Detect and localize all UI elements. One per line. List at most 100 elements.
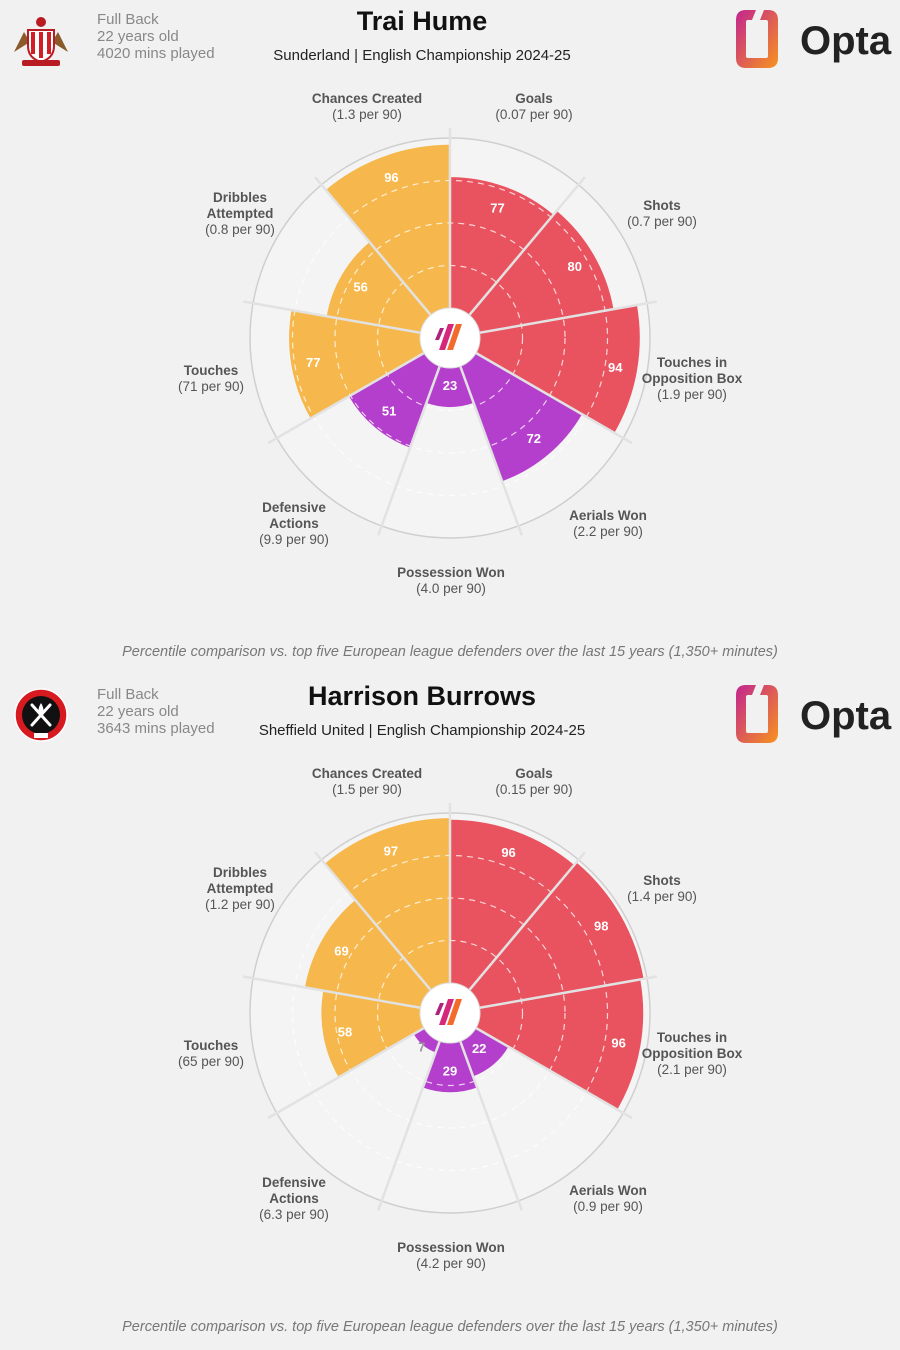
radar-bar xyxy=(475,305,640,433)
radar-spoke xyxy=(475,351,633,445)
radar-spoke xyxy=(468,851,586,991)
radar-spoke xyxy=(479,975,658,1010)
radar-bar xyxy=(450,177,554,316)
radar-category-per90: (65 per 90) xyxy=(177,1054,245,1069)
radar-spoke xyxy=(242,300,421,335)
radar-spoke xyxy=(468,176,586,316)
radar-category-per90: (71 per 90) xyxy=(177,379,245,394)
player-minutes: 3643 mins played xyxy=(97,720,215,737)
radar-value-label: 98 xyxy=(594,919,608,934)
radar-category-per90: (6.3 per 90) xyxy=(259,1207,329,1222)
radar-bar xyxy=(422,1041,478,1093)
player-meta: Full Back 22 years old 4020 mins played xyxy=(97,11,215,62)
radar-value-label: 23 xyxy=(443,378,457,393)
opta-logo: Opta xyxy=(736,10,892,68)
radar-bar xyxy=(426,366,474,408)
radar-category-per90: (4.2 per 90) xyxy=(416,1256,486,1271)
radar-spoke xyxy=(459,1040,523,1211)
radar-category-per90: (0.07 per 90) xyxy=(495,107,573,122)
radar-value-label: 58 xyxy=(338,1025,352,1040)
player-age: 22 years old xyxy=(97,28,179,45)
radar-spoke xyxy=(267,1026,425,1120)
radar-bar xyxy=(304,900,431,1008)
player-panel-hume: 77 80 94 72 23 51 77 56 96 Full Back 22 years ol… xyxy=(14,6,892,660)
radar-bar xyxy=(475,979,644,1110)
opta-logo: Opta xyxy=(736,685,892,743)
sunderland-crest-icon xyxy=(14,17,68,66)
radar-category-label: Shots (0.7 per 90) xyxy=(627,198,697,229)
radar-category-per90: (9.9 per 90) xyxy=(259,532,329,547)
player-meta: Full Back 22 years old 3643 mins played xyxy=(97,686,215,737)
radar-category-label: Goals (0.15 per 90) xyxy=(495,766,573,797)
radar-spoke xyxy=(377,365,441,536)
radar-spoke xyxy=(314,851,432,991)
radar-bar xyxy=(469,862,644,1008)
radar-category-label: Aerials Won (0.9 per 90) xyxy=(569,1183,647,1214)
footnote: Percentile comparison vs. top five Europ… xyxy=(122,644,778,660)
radar-value-label: 97 xyxy=(384,844,398,859)
radar-value-label: 96 xyxy=(501,845,515,860)
radar-value-label: 94 xyxy=(608,360,623,375)
player-subtitle: Sheffield United | English Championship … xyxy=(258,722,586,739)
radar-category-label: Goals (0.07 per 90) xyxy=(495,91,573,122)
radar-category-label: Touches in Opposition Box (2.1 per 90) xyxy=(641,1030,743,1077)
radar-category-per90: (1.2 per 90) xyxy=(205,897,275,912)
player-position: Full Back xyxy=(97,686,159,703)
player-minutes: 4020 mins played xyxy=(97,45,215,62)
radar-bar xyxy=(321,990,425,1078)
radar-center xyxy=(419,982,481,1044)
radar-value-label: 96 xyxy=(384,170,398,185)
radar-spoke xyxy=(314,176,432,316)
radar-value-label: 72 xyxy=(527,431,541,446)
player-position: Full Back xyxy=(97,11,159,28)
radar-center xyxy=(419,307,481,369)
radar-category-label: Dribbles Attempted (0.8 per 90) xyxy=(205,190,275,237)
radar-category-per90: (2.1 per 90) xyxy=(657,1062,727,1077)
radar-category-per90: (0.8 per 90) xyxy=(205,222,275,237)
player-age: 22 years old xyxy=(97,703,179,720)
radar-category-label: Possession Won (4.0 per 90) xyxy=(397,565,505,596)
radar-category-per90: (0.9 per 90) xyxy=(573,1199,643,1214)
opta-wordmark: Opta xyxy=(800,694,892,738)
radar-category-label: Defensive Actions (6.3 per 90) xyxy=(259,1175,329,1222)
radar-spoke xyxy=(475,1026,633,1120)
radar-spoke xyxy=(377,1040,441,1211)
radar-chart: 77 80 94 72 23 51 77 56 96 xyxy=(242,128,658,539)
radar-category-label: Defensive Actions (9.9 per 90) xyxy=(259,500,329,547)
player-name: Harrison Burrows xyxy=(307,681,537,711)
player-subtitle: Sunderland | English Championship 2024-2… xyxy=(273,47,571,64)
radar-category-per90: (1.3 per 90) xyxy=(332,107,402,122)
radar-value-label: 96 xyxy=(611,1036,625,1051)
radar-category-per90: (1.9 per 90) xyxy=(657,387,727,402)
radar-category-per90: (4.0 per 90) xyxy=(416,581,486,596)
radar-value-label: 80 xyxy=(567,259,581,274)
radar-bar xyxy=(469,210,614,333)
radar-category-label: Touches in Opposition Box (1.9 per 90) xyxy=(641,355,743,402)
radar-bar xyxy=(289,310,425,419)
radar-value-label: 29 xyxy=(443,1063,457,1078)
opta-slash-icon xyxy=(435,324,462,350)
player-panel-burrows: 96 98 96 22 29 7 58 69 97 Full Back 22 years old… xyxy=(0,675,900,1350)
radar-chart: 96 98 96 22 29 7 58 69 97 xyxy=(242,803,658,1214)
radar-category-label: Touches (65 per 90) xyxy=(177,1038,245,1069)
radar-category-per90: (0.7 per 90) xyxy=(627,214,697,229)
radar-spoke xyxy=(242,975,421,1010)
sheffield-united-crest-icon xyxy=(14,688,68,742)
radar-bar xyxy=(450,819,575,991)
radar-value-label: 56 xyxy=(353,279,367,294)
radar-category-per90: (1.4 per 90) xyxy=(627,889,697,904)
radar-category-label: Chances Created (1.3 per 90) xyxy=(311,91,423,122)
radar-category-per90: (2.2 per 90) xyxy=(573,524,643,539)
radar-category-per90: (0.15 per 90) xyxy=(495,782,573,797)
radar-bar xyxy=(413,1028,440,1053)
opta-mark-icon xyxy=(736,685,778,743)
radar-category-per90: (1.5 per 90) xyxy=(332,782,402,797)
radar-category-label: Aerials Won (2.2 per 90) xyxy=(569,508,647,539)
opta-wordmark: Opta xyxy=(800,19,892,63)
radar-category-label: Chances Created (1.5 per 90) xyxy=(311,766,423,797)
radar-value-label: 77 xyxy=(306,355,320,370)
player-name: Trai Hume xyxy=(356,6,488,36)
radar-spoke xyxy=(459,365,523,536)
footnote: Percentile comparison vs. top five Europ… xyxy=(122,1319,778,1335)
radar-category-label: Touches (71 per 90) xyxy=(177,363,245,394)
